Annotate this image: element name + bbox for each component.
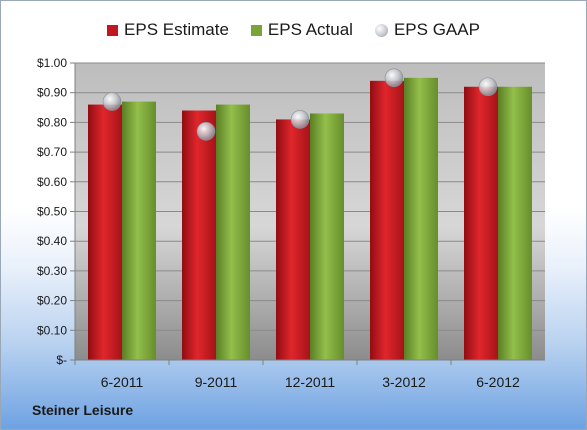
bar-eps-actual bbox=[216, 104, 250, 360]
bar-eps-actual bbox=[498, 86, 532, 360]
x-tick-label: 6-2011 bbox=[101, 374, 144, 390]
point-eps-gaap bbox=[290, 110, 310, 129]
bar-eps-actual bbox=[404, 77, 438, 360]
legend-label-eps-actual: EPS Actual bbox=[267, 20, 353, 39]
legend-item-eps-estimate: EPS Estimate bbox=[107, 20, 229, 40]
bar-eps-actual bbox=[122, 101, 156, 361]
legend-swatch-eps-actual bbox=[250, 24, 262, 36]
y-tick-label: $0.60 bbox=[37, 175, 67, 189]
y-tick-label: $0.20 bbox=[37, 294, 67, 308]
y-tick-label: $0.40 bbox=[37, 234, 67, 248]
legend-label-eps-gaap: EPS GAAP bbox=[393, 20, 480, 39]
bar-eps-estimate bbox=[276, 119, 310, 361]
bar-eps-estimate bbox=[370, 80, 404, 360]
legend-swatch-eps-estimate bbox=[107, 24, 119, 36]
y-tick-label: $0.90 bbox=[37, 86, 67, 100]
point-eps-gaap bbox=[102, 92, 122, 111]
y-tick-label: $0.70 bbox=[37, 145, 67, 159]
bar-eps-estimate bbox=[464, 86, 498, 360]
y-tick-label: $0.10 bbox=[37, 323, 67, 337]
legend-item-eps-actual: EPS Actual bbox=[250, 20, 353, 40]
x-tick-label: 3-2012 bbox=[382, 374, 426, 390]
y-tick-label: $- bbox=[56, 353, 67, 367]
bar-eps-estimate bbox=[182, 110, 216, 361]
point-eps-gaap bbox=[196, 122, 216, 141]
bar-eps-actual bbox=[310, 113, 344, 361]
legend-item-eps-gaap: EPS GAAP bbox=[374, 20, 480, 40]
point-eps-gaap bbox=[384, 68, 404, 88]
y-tick-label: $1.00 bbox=[37, 56, 67, 70]
point-eps-gaap bbox=[478, 77, 498, 97]
x-tick-label: 12-2011 bbox=[285, 374, 336, 390]
x-tick-label: 6-2012 bbox=[476, 374, 520, 390]
legend-label-eps-estimate: EPS Estimate bbox=[124, 20, 229, 39]
y-tick-label: $0.50 bbox=[37, 205, 67, 219]
x-tick-label: 9-2011 bbox=[195, 374, 238, 390]
bar-eps-estimate bbox=[88, 104, 122, 360]
legend: EPS Estimate EPS Actual EPS GAAP bbox=[1, 18, 586, 42]
y-tick-label: $0.80 bbox=[37, 115, 67, 129]
company-name: Steiner Leisure bbox=[32, 402, 134, 418]
legend-swatch-eps-gaap bbox=[374, 23, 388, 37]
y-tick-label: $0.30 bbox=[37, 264, 67, 278]
